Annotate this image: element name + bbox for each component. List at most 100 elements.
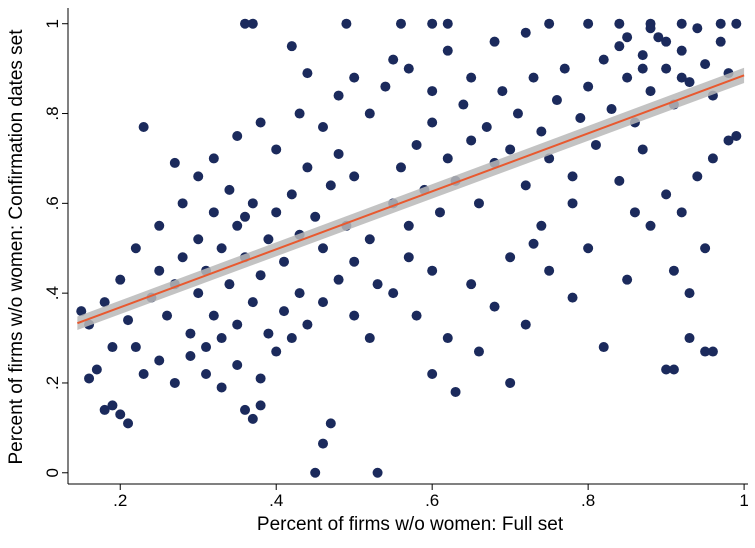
point: [208, 207, 219, 218]
point: [567, 198, 578, 209]
point: [411, 310, 422, 321]
point: [614, 18, 625, 29]
point: [637, 63, 648, 74]
point: [271, 207, 282, 218]
point: [637, 50, 648, 61]
point: [380, 81, 391, 92]
point: [723, 135, 734, 146]
point: [138, 122, 149, 132]
y-tick-label: .2: [43, 376, 62, 390]
point: [700, 346, 711, 357]
point: [466, 279, 477, 290]
y-tick-label: .8: [43, 106, 62, 120]
point: [622, 32, 633, 43]
point: [442, 333, 453, 344]
point: [528, 72, 539, 83]
point: [661, 364, 672, 375]
point: [551, 95, 562, 106]
point: [333, 90, 344, 101]
point: [310, 211, 321, 222]
point: [216, 243, 227, 254]
point: [458, 99, 469, 110]
point: [629, 207, 640, 218]
point: [263, 328, 274, 339]
point: [473, 346, 484, 357]
point: [364, 234, 375, 245]
point: [489, 301, 500, 312]
point: [216, 382, 227, 393]
point: [403, 63, 414, 74]
point: [692, 23, 703, 34]
point: [637, 144, 648, 155]
point: [372, 279, 383, 290]
point: [700, 243, 711, 254]
point: [349, 72, 360, 83]
point: [715, 36, 726, 47]
point: [598, 342, 609, 353]
point: [333, 274, 344, 285]
point: [622, 72, 633, 83]
point: [193, 171, 204, 182]
point: [520, 319, 531, 330]
point: [528, 238, 539, 249]
y-tick-label: .6: [43, 196, 62, 210]
point: [177, 252, 188, 263]
point: [614, 41, 625, 52]
point: [661, 189, 672, 200]
point: [427, 18, 438, 29]
point: [294, 108, 305, 119]
point: [107, 400, 118, 411]
point: [583, 243, 594, 254]
point: [325, 180, 336, 191]
point: [676, 45, 687, 56]
point: [427, 86, 438, 97]
point: [255, 400, 266, 411]
point: [497, 86, 508, 97]
point: [224, 184, 235, 195]
point: [130, 342, 141, 353]
point: [372, 467, 383, 478]
point: [232, 130, 243, 141]
point: [520, 180, 531, 191]
fit-line: [77, 74, 745, 325]
point: [333, 148, 344, 159]
point: [434, 207, 445, 218]
point: [240, 211, 251, 222]
point: [583, 81, 594, 92]
point: [707, 153, 718, 164]
x-tick-label: 1: [739, 491, 748, 510]
point: [645, 86, 656, 97]
point: [692, 171, 703, 182]
point: [676, 207, 687, 218]
point: [707, 346, 718, 357]
point: [489, 36, 500, 47]
point: [302, 319, 313, 330]
point: [505, 377, 516, 388]
point: [645, 23, 656, 34]
point: [544, 265, 555, 276]
point: [505, 144, 516, 155]
point: [247, 198, 258, 209]
point: [590, 139, 601, 150]
point: [91, 364, 102, 375]
point: [138, 368, 149, 379]
point: [349, 171, 360, 182]
point: [185, 328, 196, 339]
point: [271, 144, 282, 155]
point: [154, 220, 165, 231]
point: [536, 126, 547, 137]
point: [302, 68, 313, 79]
point: [567, 171, 578, 182]
point: [388, 54, 399, 65]
point: [99, 297, 110, 308]
point: [395, 18, 406, 29]
point: [255, 270, 266, 281]
point: [442, 18, 453, 29]
point: [715, 18, 726, 29]
point: [162, 310, 173, 321]
point: [661, 63, 672, 74]
point: [395, 162, 406, 173]
point: [544, 18, 555, 29]
point: [294, 288, 305, 299]
point: [193, 234, 204, 245]
